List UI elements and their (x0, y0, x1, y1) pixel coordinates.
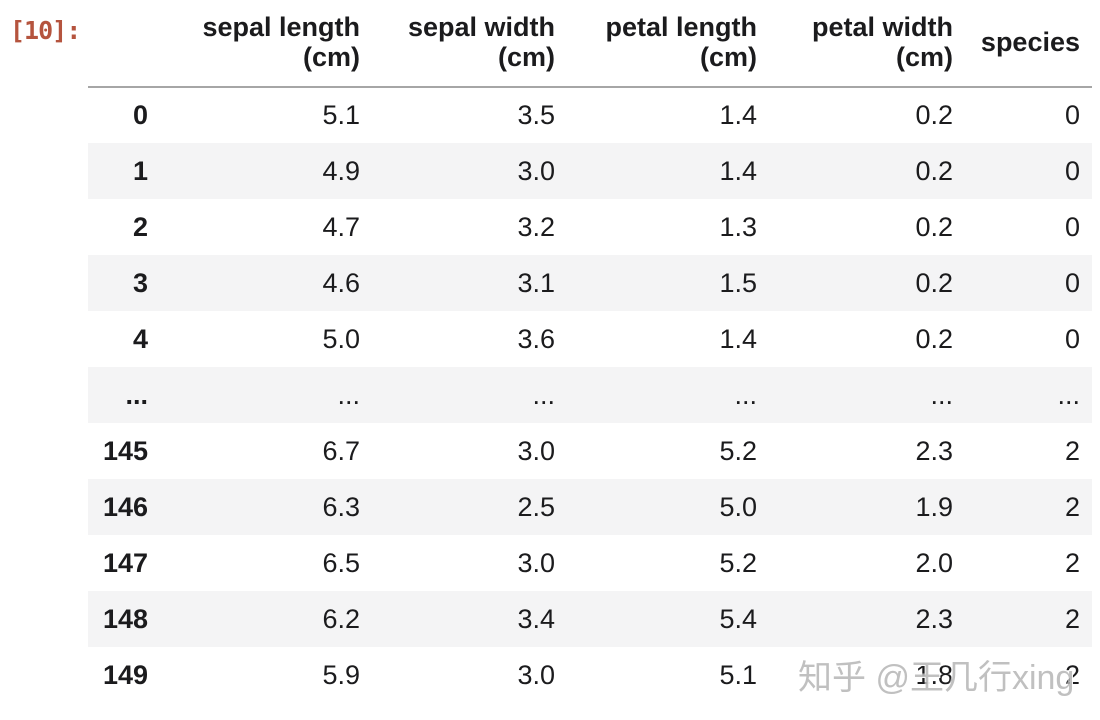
cell: 3.0 (517, 659, 555, 690)
row-index: 149 (102, 659, 148, 690)
cell: 1.4 (719, 323, 757, 354)
dataframe-table: sepal length (cm) sepal width (cm) petal l… (88, 0, 1092, 703)
cell: 1.4 (719, 100, 757, 131)
table-row: 4 5.0 3.6 1.4 0.2 0 (88, 311, 1092, 367)
column-header: species (980, 27, 1080, 58)
cell: 5.0 (719, 491, 757, 522)
table-row: .................. (88, 367, 1092, 424)
cell: 6.7 (322, 435, 360, 466)
header-row: sepal length (cm) sepal width (cm) petal l… (88, 0, 1092, 88)
cell: 4.7 (322, 211, 360, 242)
table-row: 145 6.7 3.0 5.2 2.3 2 (88, 423, 1092, 479)
cell: ... (930, 379, 953, 410)
cell: ... (1057, 379, 1080, 410)
cell: 5.0 (322, 323, 360, 354)
cell: 2 (1064, 491, 1080, 522)
output-prompt: [10]: (10, 16, 81, 45)
cell: ... (337, 379, 360, 410)
cell: 3.2 (517, 211, 555, 242)
row-index: 147 (102, 547, 148, 578)
cell: 0.2 (915, 323, 953, 354)
cell: 0.2 (915, 211, 953, 242)
row-index: 145 (102, 435, 148, 466)
row-index: ... (125, 379, 148, 410)
cell: 3.1 (517, 267, 555, 298)
table-row: 2 4.7 3.2 1.3 0.2 0 (88, 199, 1092, 255)
cell: 6.3 (322, 491, 360, 522)
cell: 1.8 (915, 659, 953, 690)
row-index: 146 (102, 491, 148, 522)
cell: 5.2 (719, 435, 757, 466)
table-row: 146 6.3 2.5 5.0 1.9 2 (88, 479, 1092, 536)
cell: 0.2 (915, 267, 953, 298)
cell: ... (532, 379, 555, 410)
cell: 2.5 (517, 491, 555, 522)
cell: 2 (1064, 435, 1080, 466)
cell: 4.6 (322, 267, 360, 298)
cell: ... (734, 379, 757, 410)
cell: 5.9 (322, 659, 360, 690)
row-index: 4 (132, 323, 148, 354)
cell: 1.5 (719, 267, 757, 298)
column-header: sepal length (cm) (202, 12, 360, 73)
column-header: petal width (cm) (812, 12, 953, 73)
cell: 3.0 (517, 435, 555, 466)
cell: 0 (1064, 267, 1080, 298)
table-row: 3 4.6 3.1 1.5 0.2 0 (88, 255, 1092, 312)
row-index: 0 (132, 100, 148, 131)
row-index: 148 (102, 603, 148, 634)
cell: 1.3 (719, 211, 757, 242)
table-body: 0 5.1 3.5 1.4 0.2 0 1 4.9 3.0 1.4 0.2 0 2 4.7 3.2 1.3 0.… (88, 87, 1092, 703)
cell: 0 (1064, 100, 1080, 131)
cell: 2.0 (915, 547, 953, 578)
index-corner-header (88, 0, 160, 87)
cell: 5.1 (719, 659, 757, 690)
table-row: 149 5.9 3.0 5.1 1.8 2 (88, 647, 1092, 703)
row-index: 3 (132, 267, 148, 298)
table-row: 0 5.1 3.5 1.4 0.2 0 (88, 87, 1092, 143)
cell: 6.2 (322, 603, 360, 634)
cell: 2 (1064, 547, 1080, 578)
cell: 3.0 (517, 155, 555, 186)
cell: 4.9 (322, 155, 360, 186)
cell: 0 (1064, 155, 1080, 186)
cell: 0 (1064, 211, 1080, 242)
table-row: 148 6.2 3.4 5.4 2.3 2 (88, 591, 1092, 648)
cell: 0.2 (915, 100, 953, 131)
table-row: 147 6.5 3.0 5.2 2.0 2 (88, 535, 1092, 591)
cell: 5.4 (719, 603, 757, 634)
row-index: 2 (132, 211, 148, 242)
cell: 5.1 (322, 100, 360, 131)
table-row: 1 4.9 3.0 1.4 0.2 0 (88, 143, 1092, 200)
cell: 2.3 (915, 603, 953, 634)
cell: 6.5 (322, 547, 360, 578)
cell: 3.0 (517, 547, 555, 578)
cell: 2 (1064, 603, 1080, 634)
cell: 2 (1064, 659, 1080, 690)
cell: 3.5 (517, 100, 555, 131)
cell: 3.6 (517, 323, 555, 354)
row-index: 1 (132, 155, 148, 186)
cell: 2.3 (915, 435, 953, 466)
column-header: sepal width (cm) (407, 12, 555, 73)
cell: 3.4 (517, 603, 555, 634)
cell: 5.2 (719, 547, 757, 578)
cell: 0.2 (915, 155, 953, 186)
cell: 0 (1064, 323, 1080, 354)
column-header: petal length (cm) (605, 12, 757, 73)
cell: 1.9 (915, 491, 953, 522)
cell: 1.4 (719, 155, 757, 186)
